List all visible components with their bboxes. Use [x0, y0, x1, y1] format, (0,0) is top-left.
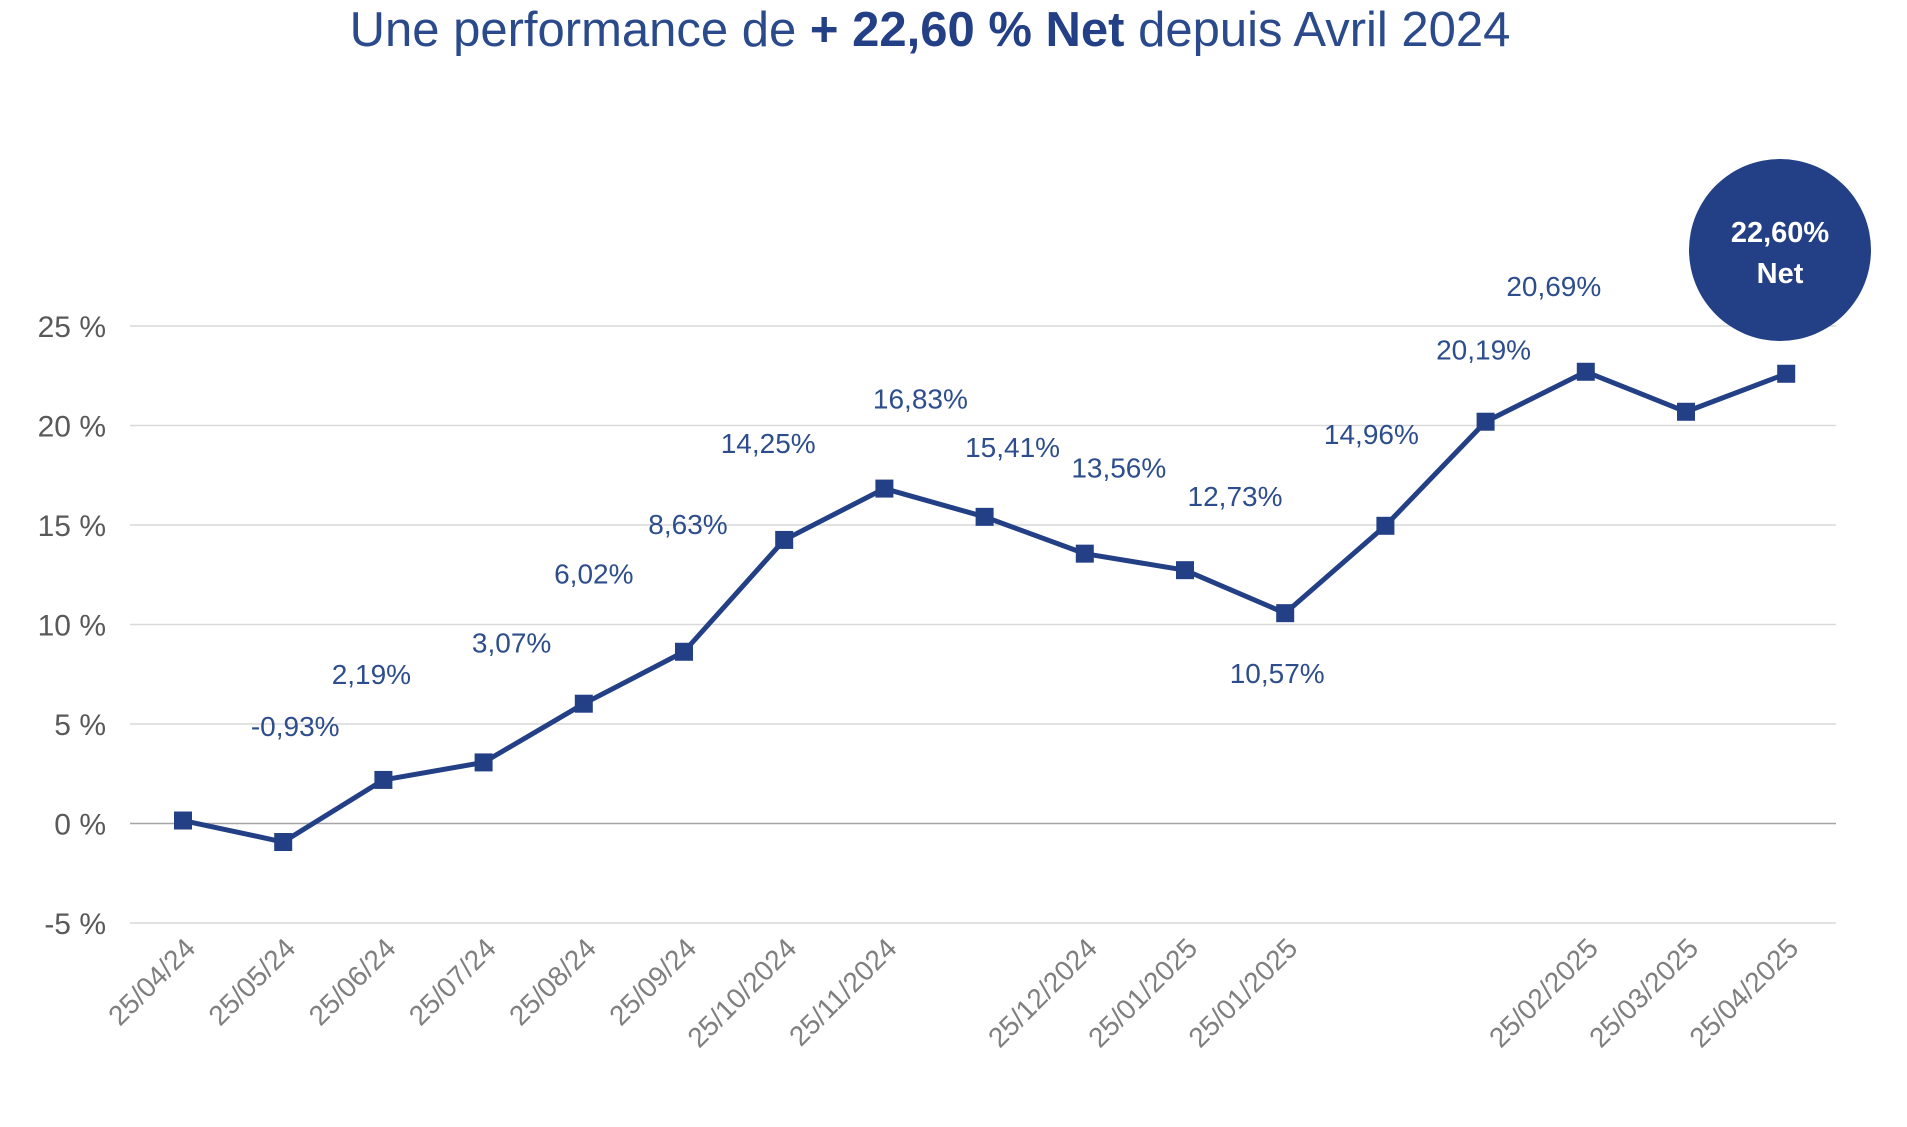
- data-point: [574, 694, 593, 713]
- x-tick-label: 25/07/24: [403, 932, 502, 1031]
- data-point: [474, 753, 493, 772]
- data-point: [1777, 364, 1796, 383]
- x-tick-label: 25/04/2025: [1683, 932, 1804, 1053]
- chart-title-prefix: Une performance de: [349, 3, 810, 57]
- chart-title: Une performance de + 22,60 % Net depuis …: [0, 2, 1860, 58]
- data-label: 10,57%: [1230, 658, 1325, 689]
- data-label: 16,83%: [873, 384, 968, 415]
- data-point: [1476, 412, 1495, 431]
- data-labels: -0,93% 2,19% 3,07% 6,02% 8,63% 14,25% 16,83% 15…: [251, 271, 1601, 742]
- badge-line1: 22,60%: [1731, 217, 1830, 249]
- y-tick-label: 20 %: [38, 411, 106, 444]
- data-point: [174, 811, 192, 830]
- x-tick-label: 25/05/24: [202, 932, 301, 1031]
- data-point: [374, 770, 393, 789]
- data-label: 3,07%: [472, 627, 551, 658]
- y-axis-ticks: 25 % 20 % 15 % 10 % 5 % 0 % -5 %: [38, 311, 106, 941]
- x-tick-label: 25/06/24: [303, 932, 402, 1031]
- badge-circle: [1689, 159, 1871, 341]
- x-tick-label: 25/04/24: [102, 932, 201, 1031]
- badge-line2: Net: [1757, 258, 1804, 290]
- y-tick-label: 25 %: [38, 311, 106, 344]
- data-point: [274, 833, 293, 852]
- x-tick-label: 25/10/2024: [681, 932, 802, 1053]
- data-point: [1576, 362, 1595, 381]
- y-tick-label: 0 %: [54, 809, 106, 842]
- net-badge: 22,60% Net: [1689, 159, 1871, 341]
- data-point: [675, 642, 693, 661]
- chart-title-suffix: depuis Avril 2024: [1124, 3, 1511, 57]
- data-label: 13,56%: [1071, 453, 1166, 484]
- data-label: 14,25%: [721, 428, 816, 459]
- data-label: 6,02%: [554, 559, 633, 590]
- data-label: 14,96%: [1324, 419, 1419, 450]
- data-label: 2,19%: [332, 659, 411, 690]
- y-tick-label: 10 %: [38, 610, 106, 643]
- gridlines: [130, 325, 1836, 924]
- data-point: [775, 530, 794, 549]
- x-tick-label: 25/01/2025: [1182, 932, 1303, 1053]
- x-tick-label: 25/11/2024: [783, 932, 903, 1052]
- y-tick-label: 5 %: [54, 709, 106, 742]
- data-point: [1075, 544, 1094, 563]
- x-tick-label: 25/09/24: [603, 932, 702, 1031]
- y-tick-label: 15 %: [38, 510, 106, 543]
- data-point: [1376, 516, 1395, 535]
- data-label: 15,41%: [965, 432, 1060, 463]
- data-label: 20,69%: [1506, 271, 1601, 302]
- series-markers: [174, 362, 1796, 852]
- data-point: [975, 507, 994, 526]
- data-point: [875, 479, 894, 498]
- data-point: [1176, 561, 1194, 580]
- data-label: -0,93%: [251, 711, 340, 742]
- y-tick-label: -5 %: [44, 908, 106, 941]
- data-label: 8,63%: [648, 509, 727, 540]
- data-label: 20,19%: [1436, 335, 1531, 366]
- data-point: [1276, 604, 1295, 623]
- x-tick-label: 25/08/24: [503, 932, 602, 1031]
- data-label: 12,73%: [1188, 481, 1283, 512]
- chart-title-highlight: + 22,60 % Net: [809, 3, 1125, 57]
- data-point: [1677, 402, 1695, 421]
- x-axis-ticks: 25/04/24 25/05/24 25/06/24 25/07/24 25/08/24…: [102, 932, 1804, 1053]
